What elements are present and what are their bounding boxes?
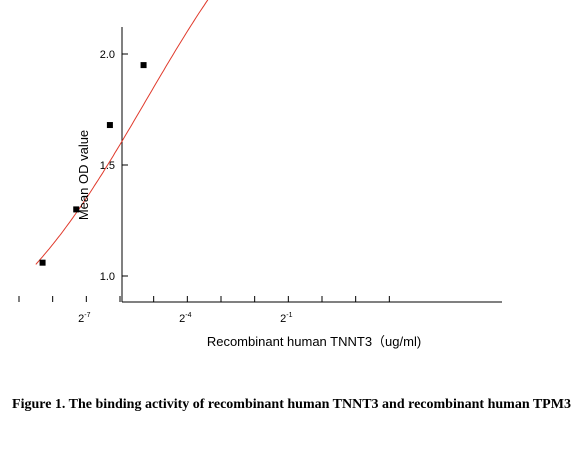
x-tick-label: 2-4 [179, 312, 191, 325]
data-point [73, 206, 80, 213]
chart: 1.01.52.02.53.0 2-7 2-4 2-1 Recombinant hu… [18, 0, 502, 349]
x-ticks: 2-7 2-4 2-1 [18, 296, 390, 325]
x-tick-label: 2-1 [280, 312, 292, 325]
data-markers [39, 62, 147, 266]
data-point [39, 259, 46, 266]
fit-curve [35, 0, 209, 265]
y-tick-label: 2.0 [100, 49, 115, 61]
x-axis-title: Recombinant human TNNT3（ug/ml) [207, 334, 421, 349]
figure-caption: Figure 1. The binding activity of recomb… [12, 397, 571, 412]
y-axis-title: Mean OD value [76, 130, 91, 220]
x-tick-label: 2-7 [78, 312, 90, 325]
data-point [140, 62, 147, 69]
y-ticks: 1.01.52.02.53.0 [100, 49, 128, 283]
data-point [106, 122, 113, 129]
y-tick-label: 1.0 [100, 271, 115, 283]
plot-area [121, 27, 502, 303]
